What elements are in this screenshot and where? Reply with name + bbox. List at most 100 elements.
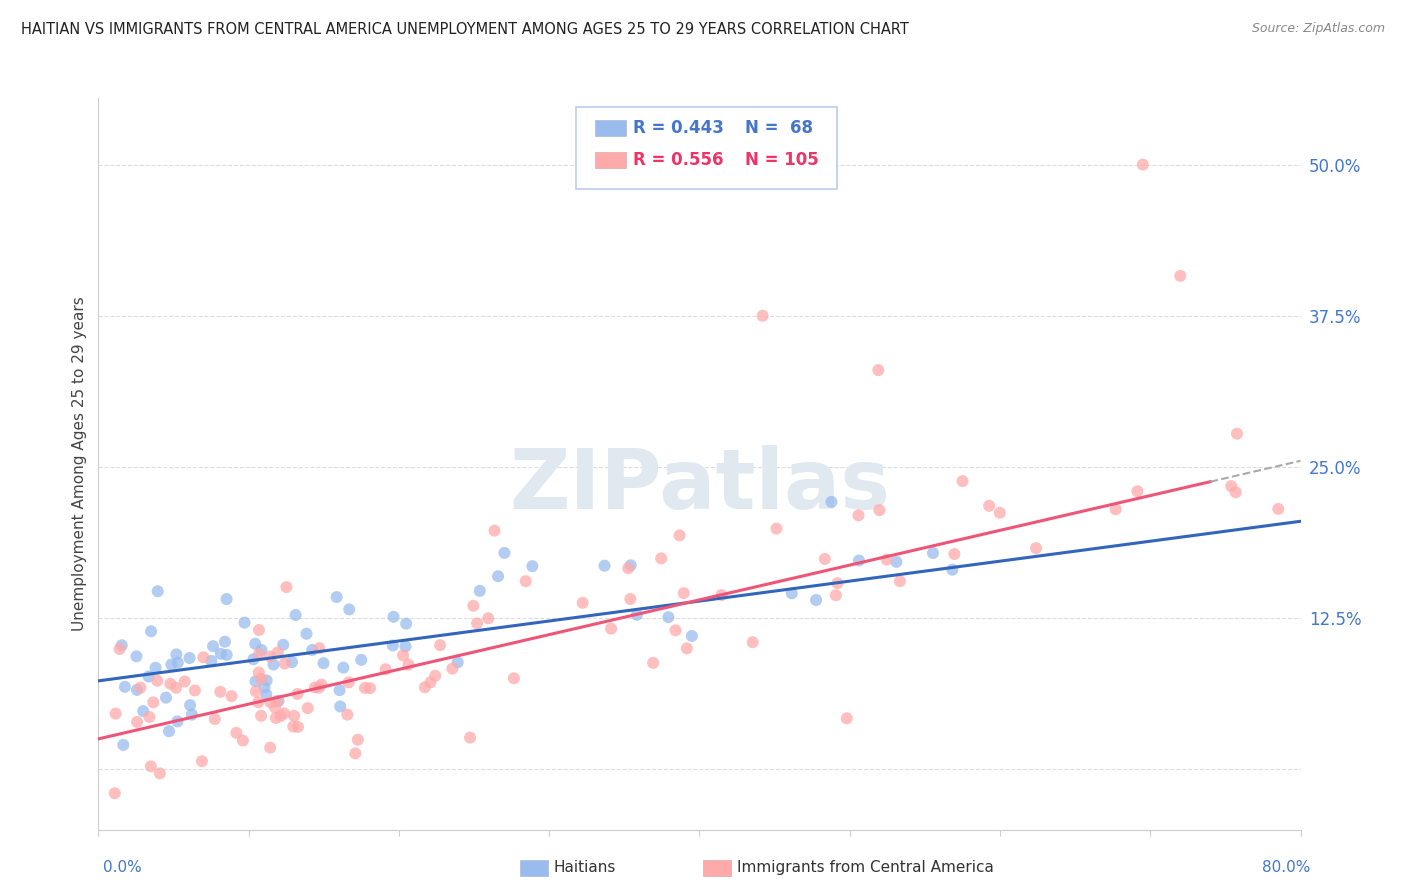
Point [146,584,169,599]
Point [191,754,214,768]
Point [398,657,420,672]
Point [672,586,695,600]
Point [242,652,264,666]
Text: Source: ZipAtlas.com: Source: ZipAtlas.com [1251,22,1385,36]
Point [332,660,354,674]
Point [311,677,333,691]
Point [1226,426,1249,441]
Point [515,574,537,589]
Point [104,786,127,800]
Point [1225,485,1247,500]
Point [250,672,273,686]
Point [620,558,643,573]
Point [359,681,381,695]
Text: Immigrants from Central America: Immigrants from Central America [737,860,994,874]
Point [179,698,201,713]
Point [179,651,201,665]
Point [848,553,870,567]
Point [681,629,703,643]
Point [395,616,418,631]
Point [250,708,273,723]
Point [247,647,270,661]
Point [165,648,187,662]
Point [104,706,127,721]
Point [184,683,207,698]
Point [710,588,733,602]
Point [304,681,326,695]
Point [245,674,267,689]
Point [111,638,134,652]
Point [1025,541,1047,556]
Point [267,645,290,659]
Point [943,547,966,561]
Point [1132,158,1154,172]
Point [381,639,404,653]
Point [804,593,827,607]
Point [619,592,641,607]
Point [741,635,763,649]
Point [273,706,295,721]
Point [209,685,232,699]
Point [486,569,509,583]
Point [276,580,298,594]
Point [221,689,243,703]
Text: R = 0.443: R = 0.443 [633,119,724,136]
Point [1105,502,1128,516]
Point [273,657,295,671]
Point [413,680,436,694]
Point [284,607,307,622]
Point [142,695,165,709]
Point [668,528,690,542]
Point [264,700,287,714]
Point [425,669,447,683]
Point [262,657,284,672]
Point [247,623,270,637]
Point [664,624,686,638]
Point [202,639,225,653]
Text: ZIPatlas: ZIPatlas [509,445,890,526]
Point [617,561,640,575]
Point [494,546,516,560]
Point [922,546,945,560]
Point [657,610,679,624]
Point [247,665,270,680]
Point [571,596,593,610]
Point [232,733,254,747]
Point [350,653,373,667]
Point [889,574,911,589]
Point [253,681,276,695]
Point [382,609,405,624]
Point [138,710,160,724]
Point [394,640,416,654]
Point [463,599,485,613]
Point [165,681,187,695]
Text: HAITIAN VS IMMIGRANTS FROM CENTRAL AMERICA UNEMPLOYMENT AMONG AGES 25 TO 29 YEAR: HAITIAN VS IMMIGRANTS FROM CENTRAL AMERI… [21,22,908,37]
Point [149,766,172,780]
Point [193,650,215,665]
Point [139,759,162,773]
Point [876,552,898,566]
Point [264,711,287,725]
Point [347,732,370,747]
Point [125,649,148,664]
Point [114,680,136,694]
Point [308,681,330,695]
Point [979,499,1001,513]
Point [233,615,256,630]
Point [337,602,360,616]
Point [271,638,294,652]
Point [259,695,281,709]
Point [1126,484,1149,499]
Point [145,661,167,675]
Point [650,551,672,566]
Point [354,681,377,695]
Point [283,720,305,734]
Point [287,687,309,701]
Point [245,684,267,698]
Point [146,673,169,688]
Point [138,669,160,683]
Point [835,711,858,725]
Point [159,677,181,691]
Point [295,627,318,641]
Point [441,662,464,676]
